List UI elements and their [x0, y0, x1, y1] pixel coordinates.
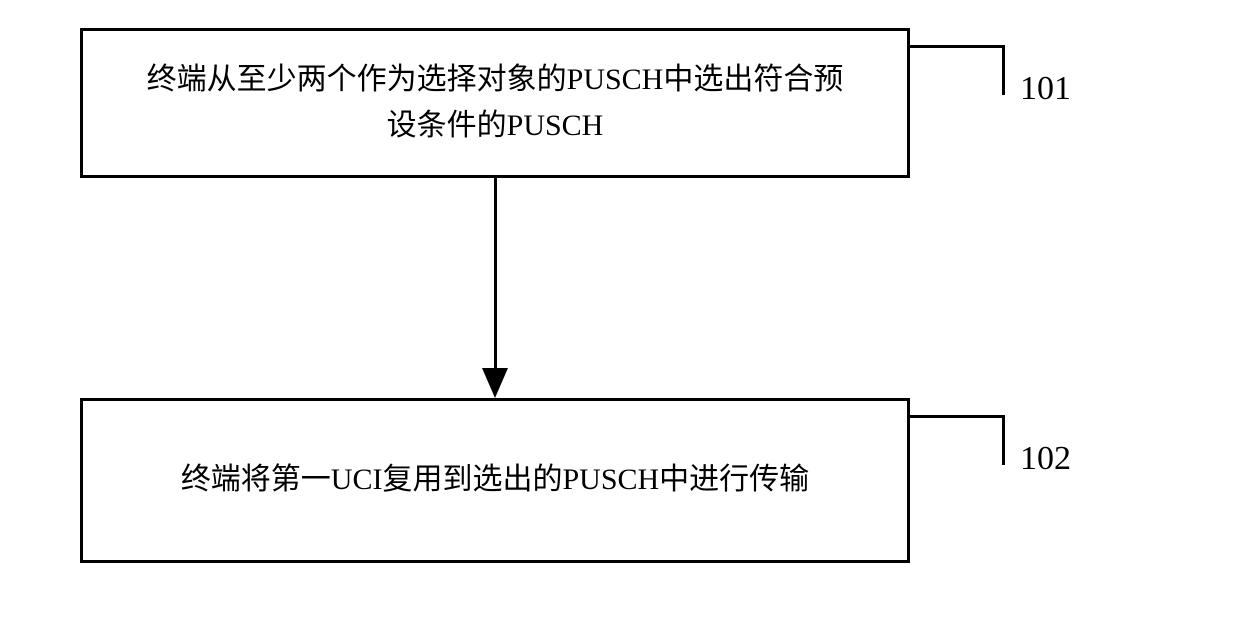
flow-step-1-line2: 设条件的PUSCH [387, 109, 604, 142]
flow-step-2-text: 终端将第一UCI复用到选出的PUSCH中进行传输 [171, 457, 819, 504]
ref-label-101: 101 [1020, 70, 1071, 108]
ref-label-102: 102 [1020, 440, 1071, 478]
flow-step-1: 终端从至少两个作为选择对象的PUSCH中选出符合预 设条件的PUSCH [80, 28, 910, 178]
arrow-shaft [494, 178, 497, 368]
flowchart-canvas: 终端从至少两个作为选择对象的PUSCH中选出符合预 设条件的PUSCH 101 … [0, 0, 1240, 635]
flow-step-2-line1: 终端将第一UCI复用到选出的PUSCH中进行传输 [181, 463, 809, 496]
leader-line-102-v [1002, 415, 1005, 465]
leader-line-101-v [1002, 45, 1005, 95]
leader-line-101-h [910, 45, 1005, 48]
leader-line-102-h [910, 415, 1005, 418]
flow-step-1-text: 终端从至少两个作为选择对象的PUSCH中选出符合预 设条件的PUSCH [137, 57, 854, 150]
flow-step-2: 终端将第一UCI复用到选出的PUSCH中进行传输 [80, 398, 910, 563]
arrow-head-icon [482, 368, 508, 398]
flow-step-1-line1: 终端从至少两个作为选择对象的PUSCH中选出符合预 [147, 63, 844, 96]
